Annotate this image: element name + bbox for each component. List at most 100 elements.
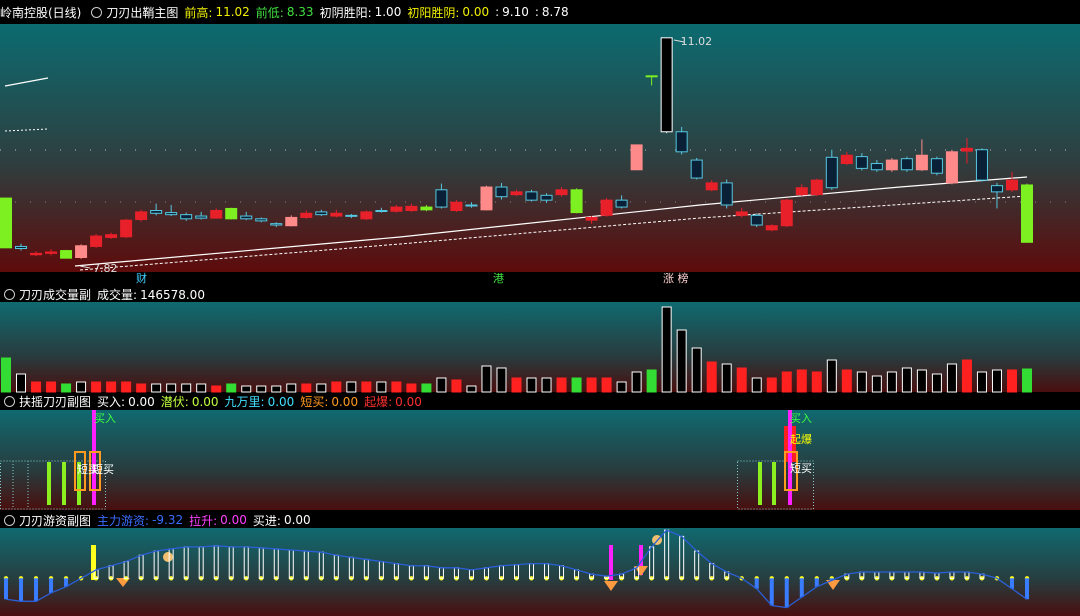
volume-bar <box>526 377 537 393</box>
indicator-value: 0.00 <box>128 394 155 409</box>
candle-body <box>105 234 118 238</box>
volume-bar <box>1022 368 1032 393</box>
indicator-name: 成交量: <box>97 288 138 302</box>
volume-bar <box>196 383 207 393</box>
pane-title: 刀刃游资副图 <box>19 513 92 528</box>
stock-name: 岭南控股(日线) <box>0 5 82 20</box>
indicator-value: 11.02 <box>215 5 250 19</box>
volume-bar <box>46 381 57 393</box>
candle-body <box>900 158 913 171</box>
candle-body <box>435 189 448 208</box>
indicator-name: 起爆: <box>364 395 393 409</box>
candle-body <box>375 210 388 213</box>
pane-icon <box>4 289 15 300</box>
volume-bar <box>481 365 492 393</box>
volume-bar <box>136 383 147 393</box>
candle-body <box>60 250 73 259</box>
candle-body <box>720 182 733 206</box>
indicator-name: : <box>534 5 539 19</box>
candle-body <box>480 186 493 211</box>
annotation: 短买 <box>92 462 114 476</box>
event-label: 财 <box>136 271 147 285</box>
volume-bar <box>466 385 477 393</box>
pane-icon <box>91 6 103 18</box>
candle-body <box>210 210 223 219</box>
annotation: 起爆 <box>790 432 812 446</box>
osc-bar <box>1025 578 1029 600</box>
volume-bar <box>16 373 27 393</box>
indicator-value: 0.00 <box>283 513 311 527</box>
volume-bar <box>976 371 987 393</box>
candle-body <box>120 219 133 238</box>
candle-body <box>180 214 193 220</box>
osc-bar <box>784 578 789 608</box>
main-pane <box>0 24 1080 272</box>
volume-bar <box>436 377 447 393</box>
candle-body <box>315 211 328 216</box>
osc-line <box>5 529 1028 609</box>
indicator-name: 九万里: <box>224 395 265 409</box>
candle-body <box>510 191 523 196</box>
candle-body <box>690 159 703 179</box>
signal-decor <box>0 410 814 510</box>
candle-body <box>600 199 613 216</box>
main-header: 岭南控股(日线) 刀刃出鞘主图 前高: 11.02 前低: 8.33 初阴胜阳: 1.00 初阳… <box>0 0 1080 24</box>
low-label: 7.82 <box>93 262 118 275</box>
volume-bar <box>571 377 582 393</box>
pane-icon <box>4 514 15 526</box>
candle-body <box>645 75 658 78</box>
indicator-value: 0.00 <box>462 5 490 19</box>
volume-bar <box>751 377 762 393</box>
osc-bar <box>1009 578 1014 589</box>
candle-body <box>540 194 553 201</box>
volume-bar <box>106 381 117 393</box>
candle-body <box>930 158 943 174</box>
candle-body <box>330 212 343 217</box>
candle-body <box>90 235 103 247</box>
candle-body <box>165 212 178 216</box>
candle-body <box>675 131 688 153</box>
candle-body <box>465 204 478 207</box>
volume-bar <box>376 381 387 393</box>
candle-body <box>885 159 898 171</box>
volume-bar <box>991 369 1002 393</box>
volume-bar <box>691 347 702 393</box>
indicator-name: 短买: <box>300 395 329 409</box>
volume-bar <box>676 329 687 393</box>
candle-body <box>405 205 418 212</box>
volume-bar <box>391 381 402 393</box>
candle-body <box>615 199 628 208</box>
osc-bar <box>814 578 819 587</box>
pane-title: 刀刃出鞘主图 <box>106 5 179 20</box>
candle-body <box>360 211 373 220</box>
volume-bar <box>166 383 177 393</box>
volume-bar <box>661 306 672 393</box>
candle-body <box>660 37 673 133</box>
indicator-value: 0.00 <box>267 394 295 409</box>
event-label: 涨 榜 <box>663 271 689 285</box>
volume-bar <box>946 363 957 393</box>
volume-bar <box>766 377 777 393</box>
candle-body <box>585 216 598 221</box>
annotation: 短买 <box>77 462 99 476</box>
osc-bar <box>4 578 8 600</box>
indicator-value: 0.00 <box>220 513 247 527</box>
volume-bar <box>811 371 822 393</box>
volume-bar <box>421 383 432 393</box>
candle-body <box>555 189 568 196</box>
volume-bar <box>256 385 267 393</box>
volume-bar <box>796 369 807 393</box>
candle-body <box>150 210 163 214</box>
annotation: 买入 <box>94 412 116 425</box>
volume-bar <box>556 377 567 393</box>
volume-bar <box>361 381 372 393</box>
volume-bar <box>211 385 222 393</box>
indicator-value: -9.32 <box>152 513 184 527</box>
indicator-name: 前低: <box>255 5 284 20</box>
candle-body <box>285 216 298 227</box>
candle-body <box>225 207 238 220</box>
indicator-name: 拉升: <box>189 513 218 528</box>
candle-body <box>420 206 433 211</box>
candle-body <box>495 186 508 198</box>
